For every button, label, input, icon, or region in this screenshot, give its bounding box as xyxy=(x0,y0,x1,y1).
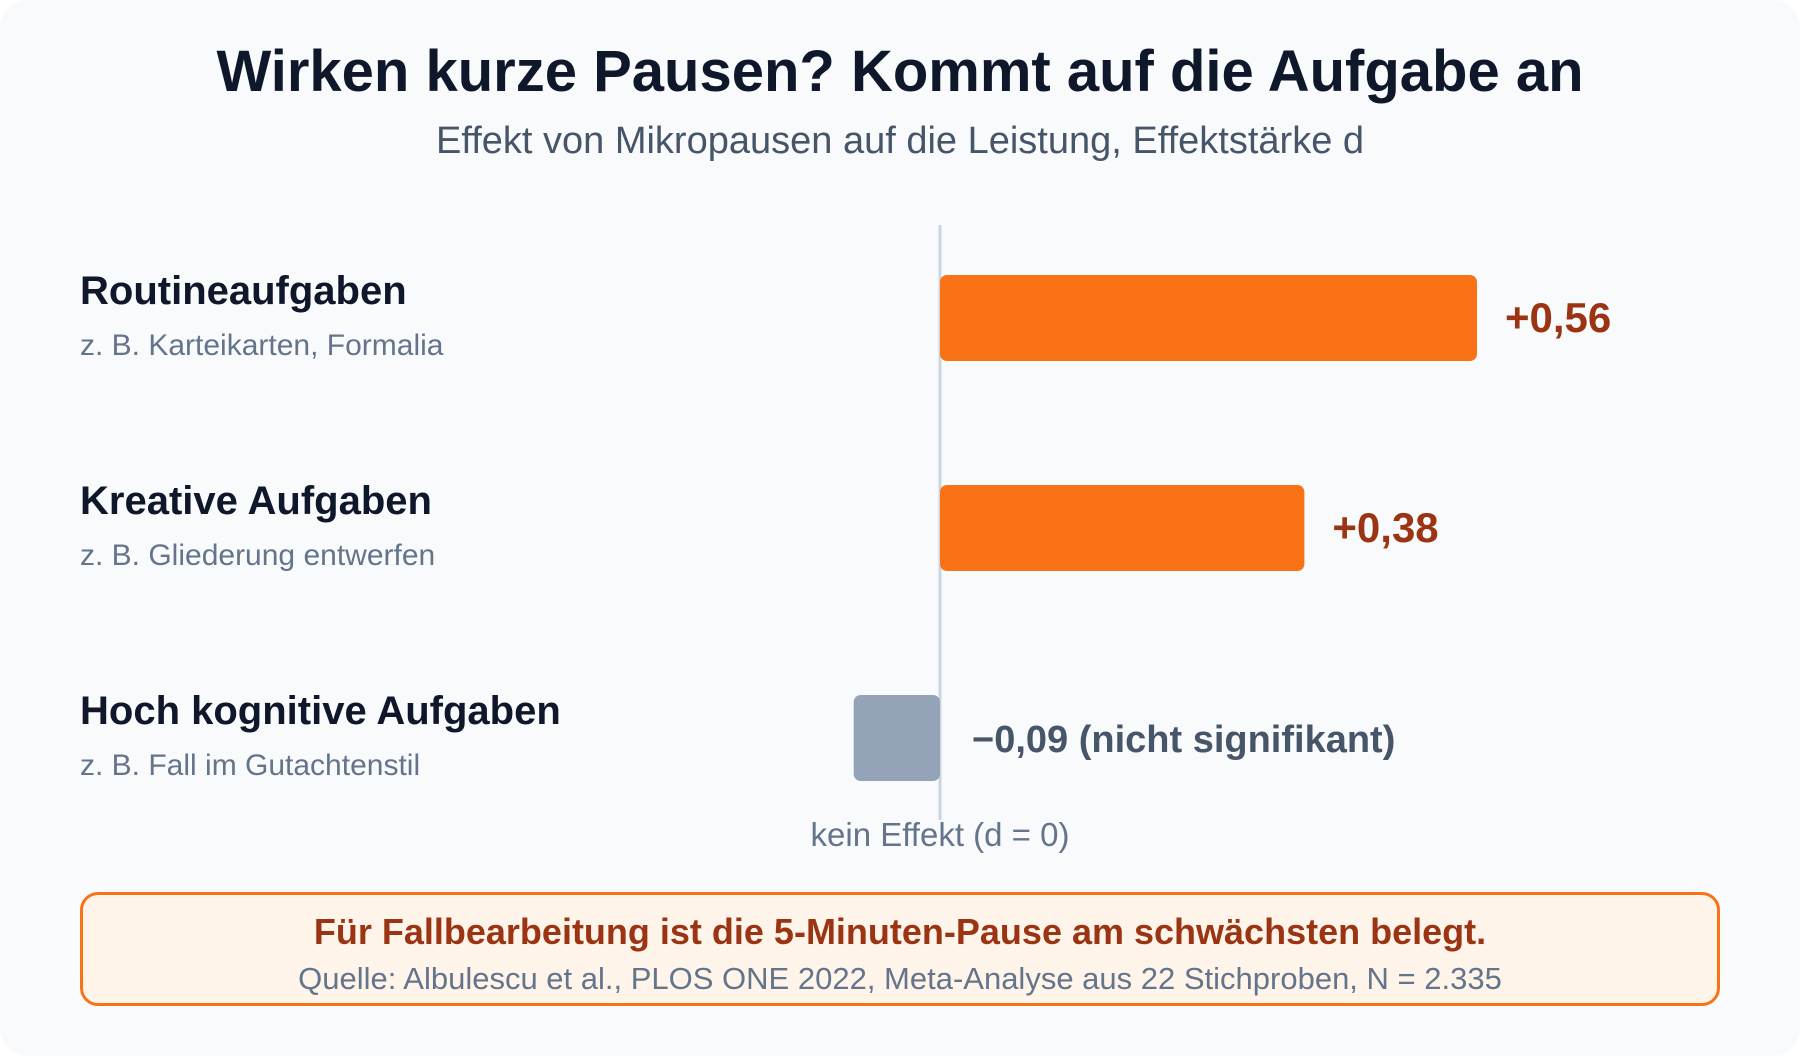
category-note: z. B. Karteikarten, Formalia xyxy=(80,329,444,362)
bar-chart: Routineaufgaben z. B. Karteikarten, Forma… xyxy=(80,225,1611,853)
bar xyxy=(853,695,940,781)
zero-line-label: kein Effekt (d = 0) xyxy=(811,816,1070,853)
data-label: +0,38 xyxy=(1332,504,1438,551)
conclusion-text: Für Fallbearbeitung ist die 5-Minuten-Pa… xyxy=(313,911,1487,952)
chart-title: Wirken kurze Pausen? Kommt auf die Aufga… xyxy=(216,39,1584,104)
category-label: Routineaufgaben xyxy=(80,269,407,313)
category-label: Kreative Aufgaben xyxy=(80,479,432,523)
category-note: z. B. Fall im Gutachtenstil xyxy=(80,749,420,782)
conclusion-box: Für Fallbearbeitung ist die 5-Minuten-Pa… xyxy=(80,892,1720,1006)
category-label: Hoch kognitive Aufgaben xyxy=(80,689,561,733)
bar xyxy=(940,275,1477,361)
category-note: z. B. Gliederung entwerfen xyxy=(80,539,435,572)
source-text: Quelle: Albulescu et al., PLOS ONE 2022,… xyxy=(298,961,1502,996)
bar xyxy=(940,485,1305,571)
chart-subtitle: Effekt von Mikropausen auf die Leistung,… xyxy=(435,120,1365,162)
data-label: +0,56 xyxy=(1505,294,1611,341)
data-label: −0,09 (nicht signifikant) xyxy=(972,719,1395,761)
